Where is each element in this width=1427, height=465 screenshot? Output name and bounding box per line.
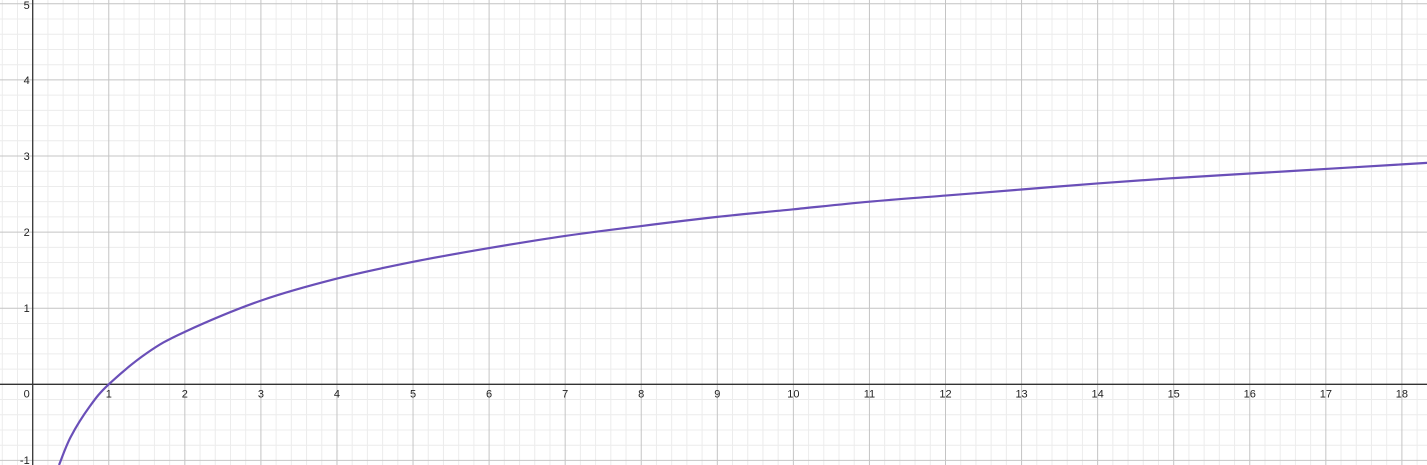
x-tick-label: 2 — [182, 388, 188, 400]
series-line — [58, 161, 1427, 465]
x-tick-label: 8 — [638, 388, 644, 400]
y-tick-label: 2 — [24, 227, 30, 239]
x-tick-label: 15 — [1168, 388, 1180, 400]
x-tick-label: 12 — [939, 388, 951, 400]
x-tick-label: 5 — [410, 388, 416, 400]
x-tick-label: 3 — [258, 388, 264, 400]
y-tick-label: 4 — [24, 75, 30, 87]
x-tick-label: 1 — [106, 388, 112, 400]
x-tick-label: 13 — [1015, 388, 1027, 400]
x-tick-label: 4 — [334, 388, 340, 400]
x-tick-label: 7 — [562, 388, 568, 400]
x-tick-label: 11 — [864, 388, 875, 400]
x-tick-label: 14 — [1092, 388, 1104, 400]
x-tick-label: 10 — [787, 388, 799, 400]
x-tick-label: 17 — [1320, 388, 1332, 400]
x-tick-label: 9 — [714, 388, 720, 400]
y-tick-label: -1 — [20, 455, 30, 465]
x-tick-label: 18 — [1396, 388, 1408, 400]
series-layer — [58, 161, 1427, 465]
y-tick-label: 1 — [24, 303, 30, 315]
x-tick-label: 16 — [1244, 388, 1256, 400]
x-tick-label: 0 — [24, 388, 30, 400]
x-tick-label: 6 — [486, 388, 492, 400]
y-tick-label: 5 — [24, 0, 30, 12]
y-tick-label: 3 — [24, 151, 30, 163]
